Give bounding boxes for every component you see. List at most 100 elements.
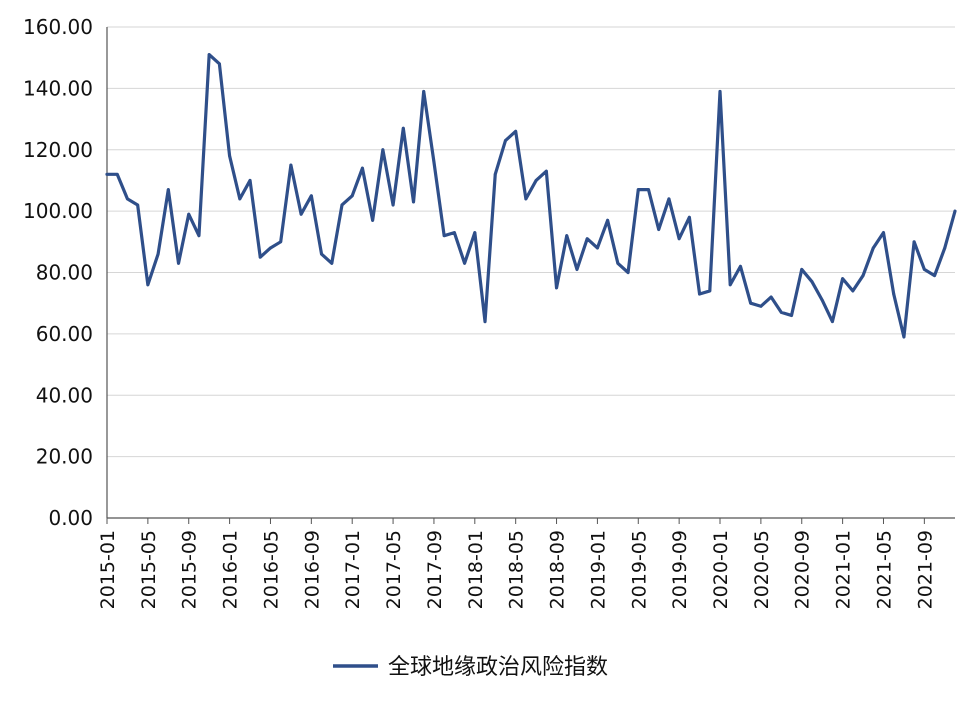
data-point — [514, 129, 518, 133]
legend: 全球地缘政治风险指数 — [333, 655, 608, 680]
data-point — [381, 148, 385, 152]
data-point — [228, 154, 232, 158]
y-tick-label: 120.00 — [23, 138, 93, 162]
data-point — [361, 166, 364, 170]
data-point — [248, 179, 252, 182]
x-tick-label: 2021-05 — [873, 530, 895, 609]
data-point — [749, 301, 753, 305]
data-point — [657, 228, 661, 231]
x-tick-label: 2015-09 — [179, 530, 201, 609]
data-point — [871, 246, 875, 250]
data-point — [790, 314, 793, 317]
data-point — [708, 289, 712, 293]
data-point — [636, 188, 640, 192]
data-point — [933, 274, 936, 277]
data-point — [892, 292, 896, 296]
data-point — [350, 194, 354, 198]
x-tick-label: 2016-05 — [260, 530, 282, 609]
x-tick-label: 2021-09 — [914, 530, 936, 609]
data-point — [442, 234, 446, 238]
y-tick-labels: 0.00 20.00 40.00 60.00 80.00 100.00 120.00 140.… — [23, 15, 93, 530]
data-point — [800, 268, 804, 271]
y-tick-label: 80.00 — [36, 261, 93, 285]
data-point — [667, 197, 671, 201]
data-point — [739, 264, 742, 268]
data-point — [718, 90, 722, 93]
x-tick-labels: 2015-01 2015-05 2015-09 2016-01 2016-05 2016-… — [97, 530, 936, 609]
data-point — [575, 268, 579, 271]
data-point — [779, 310, 783, 314]
data-point — [820, 298, 824, 302]
data-point — [340, 203, 344, 207]
data-point — [473, 231, 477, 235]
data-point — [647, 188, 650, 192]
data-point — [412, 200, 415, 204]
data-point — [371, 218, 375, 222]
data-point — [401, 126, 405, 130]
data-point — [463, 261, 466, 265]
data-point — [616, 261, 620, 265]
x-tick-label: 2021-01 — [833, 530, 855, 609]
x-tick-label: 2015-05 — [138, 530, 160, 609]
data-point — [452, 231, 456, 235]
data-point — [759, 304, 763, 308]
data-point — [238, 197, 242, 201]
x-tick-label: 2017-09 — [424, 530, 446, 609]
data-point — [258, 255, 262, 259]
data-point — [555, 286, 558, 290]
data-point — [524, 197, 528, 201]
x-tick-label: 2020-01 — [710, 530, 732, 609]
data-point — [851, 289, 855, 293]
y-tick-label: 100.00 — [23, 199, 93, 223]
x-tick-label: 2020-05 — [751, 530, 773, 609]
data-point — [606, 218, 610, 222]
data-point — [626, 271, 630, 274]
data-point — [330, 261, 334, 265]
data-point — [565, 234, 569, 238]
x-tick-label: 2017-01 — [342, 530, 364, 609]
x-tick-label: 2018-05 — [506, 530, 528, 609]
data-point — [105, 172, 109, 176]
data-point — [677, 237, 681, 241]
data-point — [422, 90, 426, 93]
data-point — [831, 320, 834, 323]
data-point — [769, 295, 773, 299]
x-tick-label: 2016-09 — [301, 530, 323, 609]
data-point — [912, 240, 916, 244]
data-point — [299, 212, 303, 216]
data-point — [126, 197, 129, 201]
data-point — [146, 283, 150, 287]
data-point — [177, 261, 180, 265]
data-point — [187, 212, 191, 216]
y-tick-label: 60.00 — [36, 322, 93, 346]
data-point — [943, 246, 947, 250]
data-point — [217, 62, 221, 66]
data-point — [166, 188, 170, 192]
data-point — [585, 237, 589, 241]
grid-lines — [107, 26, 955, 458]
data-point — [841, 277, 845, 281]
data-point — [728, 283, 732, 287]
data-point — [136, 203, 140, 207]
data-point — [207, 53, 211, 57]
data-point — [289, 163, 293, 167]
data-point — [953, 209, 957, 213]
data-point — [810, 280, 814, 284]
data-point — [504, 139, 507, 142]
data-point — [902, 335, 906, 339]
data-point — [698, 292, 701, 296]
data-point — [596, 246, 599, 250]
y-tick-label: 140.00 — [23, 76, 93, 100]
x-tick-label: 2019-05 — [628, 530, 650, 609]
data-point — [197, 234, 201, 238]
x-tick-label: 2018-09 — [547, 530, 569, 609]
x-tick-label: 2020-09 — [792, 530, 814, 609]
x-tick-label: 2019-09 — [669, 530, 691, 609]
data-point — [115, 172, 119, 176]
series-line — [105, 53, 957, 339]
data-point — [493, 172, 497, 176]
data-point — [861, 274, 865, 277]
data-point — [279, 240, 283, 244]
